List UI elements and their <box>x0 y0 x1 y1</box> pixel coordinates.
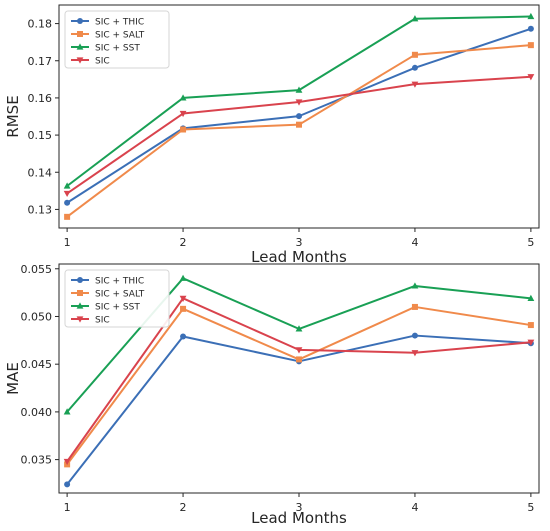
x-tick-label: 5 <box>527 501 534 514</box>
data-point <box>295 347 303 354</box>
y-axis-title: RMSE <box>4 95 22 137</box>
data-point <box>295 99 303 106</box>
legend: SIC + THIC SIC + SALT SIC + SST SIC <box>64 269 170 328</box>
data-point <box>179 295 187 302</box>
legend-label: SIC <box>95 316 110 326</box>
data-point <box>296 113 302 120</box>
data-point <box>411 81 419 88</box>
data-point <box>527 294 535 301</box>
x-tick-label: 1 <box>64 236 71 249</box>
x-tick-label: 2 <box>180 501 187 514</box>
legend-marker <box>77 290 83 296</box>
y-tick-label: 0.15 <box>28 129 53 142</box>
legend-label: SIC + SST <box>95 44 140 54</box>
data-point <box>527 42 534 49</box>
y-tick-label: 0.055 <box>21 263 53 276</box>
legend-label: SIC + THIC <box>95 277 144 287</box>
data-point <box>63 190 71 198</box>
data-point <box>295 325 303 332</box>
data-point <box>295 86 303 93</box>
x-axis-title: Lead Months <box>251 509 347 527</box>
x-tick-label: 3 <box>296 236 303 249</box>
x-tick-label: 1 <box>64 501 71 514</box>
y-tick-label: 0.18 <box>28 18 53 31</box>
data-point <box>527 74 535 81</box>
x-tick-label: 2 <box>180 236 187 249</box>
data-point <box>180 305 187 312</box>
y-tick-label: 0.13 <box>28 203 53 216</box>
legend-label: SIC <box>95 57 110 67</box>
data-point <box>527 25 534 32</box>
x-axis-title: Lead Months <box>251 248 347 266</box>
legend-marker <box>76 57 84 64</box>
series-0 <box>64 25 534 206</box>
y-tick-label: 0.14 <box>28 166 53 179</box>
x-tick-label: 4 <box>411 501 418 514</box>
legend-box <box>64 10 170 69</box>
legend-box <box>64 269 170 328</box>
data-point <box>411 350 419 357</box>
legend-label: SIC + SALT <box>95 31 145 41</box>
data-point <box>180 333 187 340</box>
series-3 <box>63 295 535 466</box>
data-point <box>411 303 418 310</box>
data-point <box>63 458 71 466</box>
legend-marker <box>77 31 83 37</box>
legend-label: SIC + SALT <box>95 290 145 300</box>
data-point <box>411 332 418 339</box>
y-tick-label: 0.16 <box>28 92 53 105</box>
data-point <box>527 339 535 346</box>
legend-marker <box>77 18 83 24</box>
data-point <box>64 481 71 488</box>
data-point <box>179 274 187 281</box>
legend-label: SIC + SST <box>95 303 140 313</box>
y-tick-label: 0.17 <box>28 55 53 68</box>
data-point <box>411 282 419 289</box>
y-tick-label: 0.035 <box>21 454 53 467</box>
legend-marker <box>77 277 83 283</box>
legend-marker <box>76 43 84 50</box>
y-tick-label: 0.040 <box>21 406 53 419</box>
y-tick-label: 0.050 <box>21 310 53 323</box>
x-tick-label: 5 <box>527 236 534 249</box>
data-point <box>411 51 418 58</box>
data-point <box>527 322 534 329</box>
data-point <box>179 94 187 101</box>
rmse-chart: 1 2 3 4 5 0.13 0.14 0.15 0.16 0.17 0.18 Lead Months… <box>4 4 540 266</box>
x-tick-label: 3 <box>296 501 303 514</box>
data-point <box>411 64 418 71</box>
data-point <box>527 12 535 20</box>
data-point <box>180 126 187 133</box>
data-point <box>411 15 419 22</box>
series-2 <box>63 12 535 189</box>
legend-label: SIC + THIC <box>95 18 144 28</box>
data-point <box>64 199 71 206</box>
data-point <box>179 110 187 118</box>
y-tick-label: 0.045 <box>21 358 53 371</box>
legend-marker <box>76 316 84 323</box>
series-3 <box>63 74 535 198</box>
legend-marker <box>76 302 84 309</box>
data-point <box>296 356 302 363</box>
data-point <box>64 213 71 220</box>
series-1 <box>64 42 534 220</box>
mae-chart: 1 2 3 4 5 0.035 0.040 0.045 0.050 0.055 Lead Month… <box>4 263 540 527</box>
data-point <box>63 408 71 415</box>
data-point <box>63 182 71 189</box>
data-point <box>296 121 302 128</box>
legend: SIC + THIC SIC + SALT SIC + SST SIC <box>64 10 170 69</box>
x-tick-label: 4 <box>411 236 418 249</box>
y-axis-title: MAE <box>4 362 22 395</box>
